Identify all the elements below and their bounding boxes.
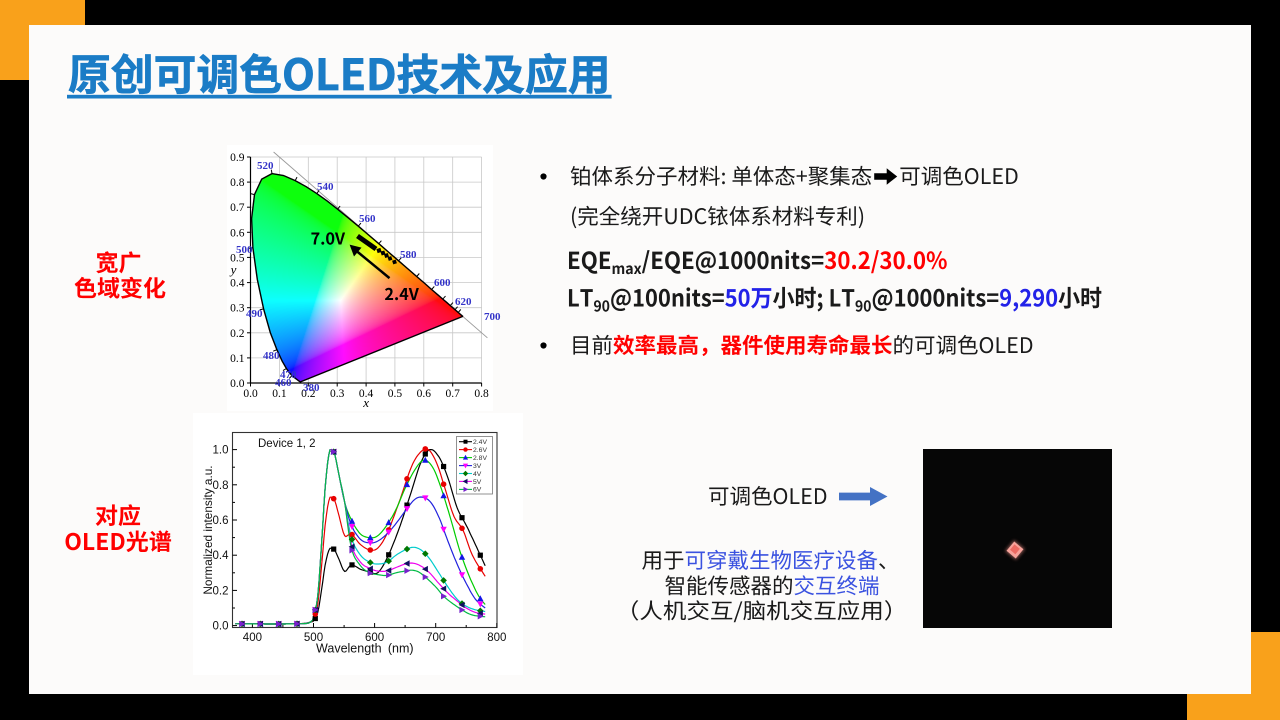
svg-text:500: 500 (236, 244, 253, 256)
svg-text:3V: 3V (473, 463, 482, 470)
svg-text:580: 580 (400, 249, 417, 261)
svg-text:0.8: 0.8 (474, 388, 489, 400)
svg-text:600: 600 (434, 277, 451, 289)
svg-text:700: 700 (484, 311, 501, 323)
svg-text:620: 620 (455, 296, 472, 308)
svg-text:0.4: 0.4 (213, 550, 230, 562)
svg-text:2.4V: 2.4V (473, 439, 487, 446)
svg-text:0.7: 0.7 (446, 388, 461, 400)
svg-text:700: 700 (426, 632, 445, 644)
svg-text:0.2: 0.2 (213, 585, 229, 597)
svg-text:0.1: 0.1 (272, 388, 287, 400)
svg-text:0.3: 0.3 (330, 388, 345, 400)
svg-text:Normalized intensity a.u.: Normalized intensity a.u. (201, 465, 215, 594)
svg-text:380: 380 (303, 382, 320, 394)
svg-text:600: 600 (365, 632, 384, 644)
svg-text:0.2: 0.2 (301, 388, 316, 400)
svg-text:x: x (362, 395, 369, 410)
svg-text:540: 540 (317, 181, 334, 193)
svg-text:0.0: 0.0 (243, 388, 258, 400)
svg-text:400: 400 (243, 632, 262, 644)
svg-text:800: 800 (487, 632, 506, 644)
svg-text:4V: 4V (473, 471, 482, 478)
svg-text:0.6: 0.6 (417, 388, 432, 400)
svg-text:y: y (229, 262, 237, 277)
svg-text:2.8V: 2.8V (473, 455, 487, 462)
svg-text:Wavelength (nm): Wavelength (nm) (316, 642, 414, 656)
svg-text:0.0: 0.0 (213, 621, 229, 633)
svg-text:Device 1, 2: Device 1, 2 (258, 438, 316, 450)
svg-text:480: 480 (263, 350, 280, 362)
svg-text:560: 560 (359, 213, 376, 225)
svg-text:0.4: 0.4 (359, 388, 374, 400)
svg-text:460: 460 (275, 377, 292, 389)
svg-text:0.8: 0.8 (213, 480, 229, 492)
svg-text:2.6V: 2.6V (473, 447, 487, 454)
svg-text:0.6: 0.6 (213, 515, 229, 527)
svg-text:0.5: 0.5 (388, 388, 403, 400)
svg-text:470: 470 (280, 369, 297, 381)
svg-text:6V: 6V (473, 487, 482, 494)
svg-text:520: 520 (257, 160, 274, 172)
svg-text:1.0: 1.0 (213, 445, 229, 457)
svg-text:5V: 5V (473, 479, 482, 486)
svg-text:490: 490 (246, 308, 263, 320)
svg-text:500: 500 (304, 632, 323, 644)
